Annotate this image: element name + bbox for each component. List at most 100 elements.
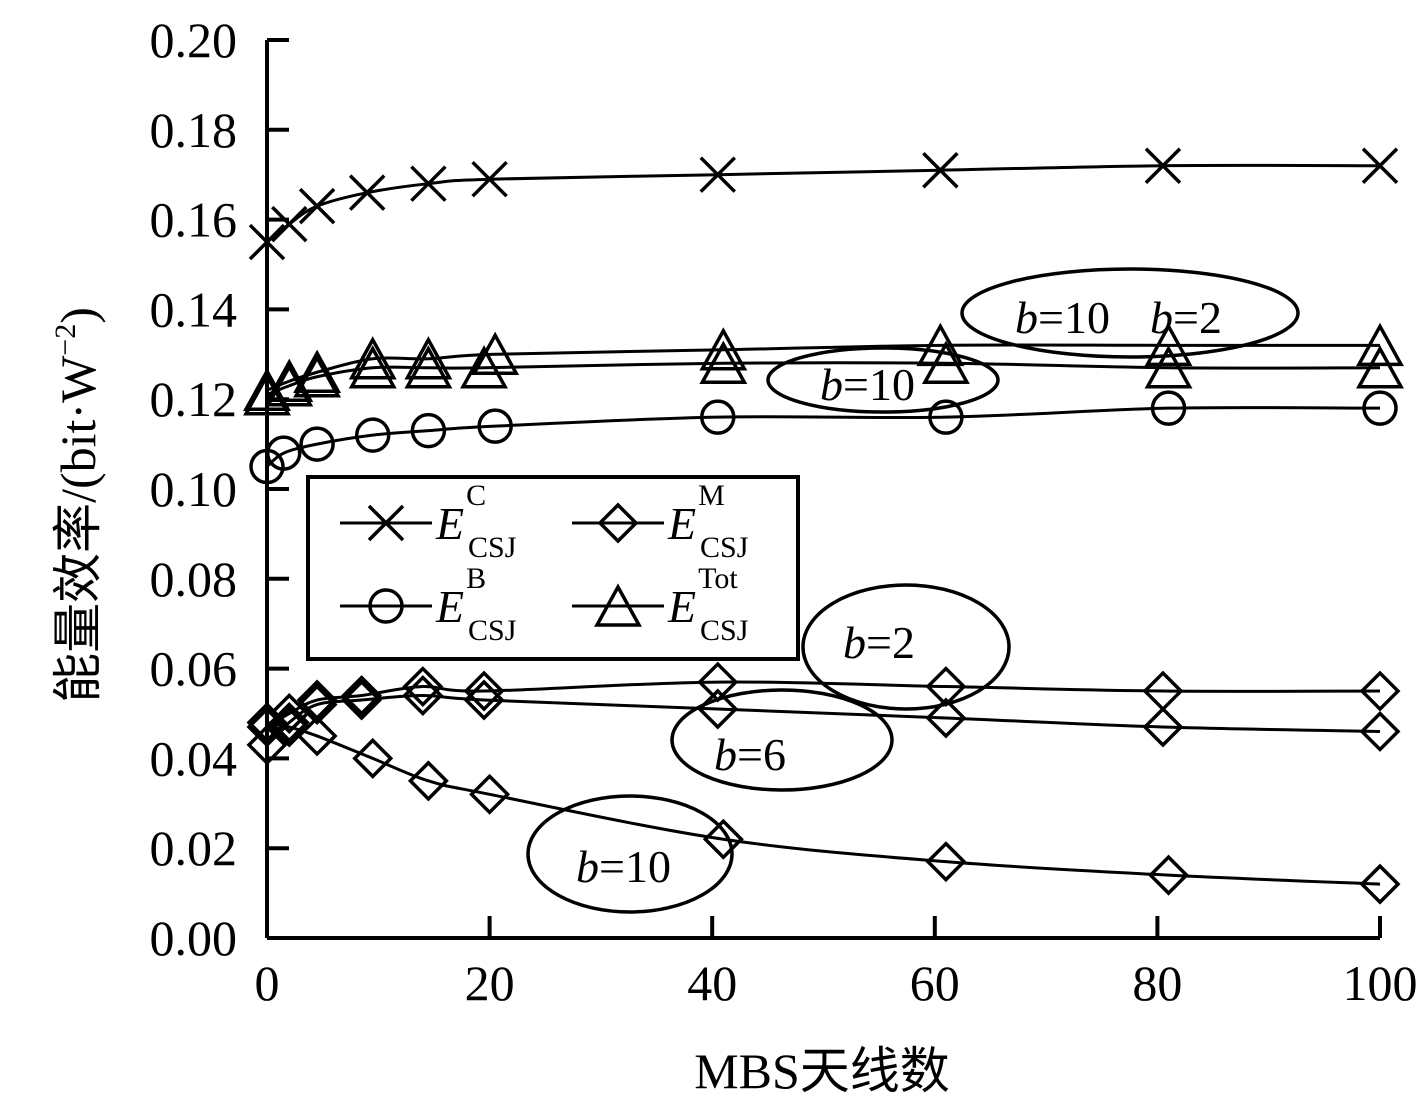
data-point-triangle — [1144, 345, 1193, 389]
data-point-cross-stroke — [1144, 147, 1182, 184]
data-point-diamond — [925, 841, 967, 883]
y-axis-title: 能量效率/(bit·W−2) — [49, 307, 106, 703]
x-tick-label: 100 — [1343, 955, 1418, 1011]
data-point-triangle — [404, 336, 453, 380]
data-point-diamond — [296, 684, 338, 725]
annotation-label-value: =2 — [866, 617, 915, 668]
y-tick-label: 0.00 — [150, 910, 238, 966]
data-point-diamond — [246, 724, 288, 766]
data-point-cross-stroke — [471, 160, 508, 198]
legend-label: EM CSJ — [667, 479, 749, 564]
legend-label-sub: CSJ — [468, 531, 517, 564]
data-point-cross-stroke — [271, 205, 308, 243]
legend-marker-cross-stroke — [367, 504, 405, 542]
y-tick-label: 0.20 — [150, 12, 238, 68]
data-point-cross — [699, 156, 737, 193]
annotation-ellipse — [670, 688, 894, 792]
data-point-cross-stroke — [699, 156, 737, 193]
data-point-diamond — [469, 773, 511, 815]
data-point-diamond — [702, 818, 744, 860]
data-point-diamond — [1359, 710, 1401, 752]
x-tick-label: 0 — [255, 955, 280, 1011]
legend-label-sub: CSJ — [700, 614, 749, 647]
data-point-triangle — [1144, 322, 1193, 367]
annotation-ellipse — [526, 794, 734, 914]
data-point-triangle — [916, 322, 965, 367]
data-point-circle — [1362, 390, 1398, 426]
data-point-triangle — [404, 345, 453, 389]
annotation-label-value: =6 — [737, 729, 786, 780]
legend-marker-circle — [368, 588, 404, 624]
data-point-triangle — [348, 336, 397, 380]
y-tick-label: 0.02 — [150, 820, 238, 876]
data-point-triangle — [471, 331, 520, 376]
data-point-diamond — [463, 670, 505, 712]
data-point-circle — [477, 408, 513, 444]
y-tick-label: 0.10 — [150, 461, 238, 517]
y-tick-label: 0.18 — [150, 102, 238, 158]
annotation-label-value: =10 — [843, 359, 915, 410]
legend-label-sub: CSJ — [468, 614, 517, 647]
y-tick-label: 0.14 — [150, 281, 238, 337]
data-point-diamond — [268, 706, 310, 748]
series-line-3 — [265, 406, 1381, 468]
data-point-cross — [1361, 147, 1399, 184]
legend-label: EC CSJ — [435, 479, 517, 564]
y-tick-label: 0.16 — [150, 192, 238, 248]
series-line-1 — [266, 343, 1380, 392]
series-line-4 — [266, 680, 1381, 729]
legend-label-base: E — [667, 498, 696, 549]
data-point-cross-stroke — [248, 223, 286, 261]
y-tick-label: 0.04 — [150, 730, 238, 786]
data-point-cross-stroke — [348, 174, 386, 211]
annotation-label-var: b — [576, 841, 599, 892]
legend-box — [306, 475, 800, 661]
legend-marker-triangle — [594, 583, 642, 627]
data-point-triangle — [699, 327, 748, 371]
legend-label-sup: C — [466, 479, 486, 512]
legend-label-base: E — [435, 498, 464, 549]
data-point-diamond — [296, 715, 338, 757]
legend-label-sup: Tot — [698, 562, 738, 595]
data-point-circle — [354, 417, 391, 453]
axes: 0.00 0.02 0.04 0.06 0.08 0.10 0.12 0.14 0.16 0.18… — [150, 12, 1418, 1011]
data-point-diamond — [1359, 670, 1401, 712]
y-tick-label: 0.08 — [150, 551, 238, 607]
data-point-diamond — [402, 675, 444, 717]
data-point-cross — [410, 165, 447, 202]
data-point-triangle — [293, 349, 342, 394]
y-axis-title-close: ) — [50, 307, 106, 324]
x-axis-title: MBS天线数 — [694, 1043, 950, 1099]
data-point-cross — [922, 151, 959, 189]
annotation-label: b=2 — [843, 617, 915, 668]
data-point-triangle — [460, 345, 509, 389]
annotation-label: b=10 — [1015, 292, 1110, 343]
data-point-triangle — [699, 340, 748, 385]
annotation-ellipse — [801, 583, 1011, 711]
data-point-diamond — [407, 760, 449, 802]
data-point-cross — [271, 205, 308, 243]
data-point-diamond — [463, 679, 505, 721]
data-point-circle — [1150, 390, 1187, 426]
x-tick-label: 60 — [910, 955, 960, 1011]
annotation-ellipse — [766, 346, 1000, 414]
data-point-diamond — [352, 737, 394, 779]
data-point-circle — [299, 426, 335, 462]
y-axis-title-group: 能量效率/(bit·W−2) — [49, 307, 106, 703]
annotation-label-value: =10 — [599, 841, 671, 892]
data-point-triangle — [243, 372, 291, 416]
legend-label-sup: B — [466, 562, 486, 595]
legend-label-sup: M — [698, 479, 725, 512]
legend-marker-diamond — [597, 502, 639, 544]
data-point-circle — [700, 399, 736, 435]
y-tick-label: 0.06 — [150, 641, 238, 697]
annotation-label-value: =10 — [1038, 292, 1110, 343]
y-axis-title-sup: −2 — [49, 324, 82, 356]
y-tick-label: 0.12 — [150, 371, 238, 427]
series-line-2 — [266, 361, 1381, 397]
legend-label: ETot CSJ — [667, 562, 749, 647]
data-point-cross — [471, 160, 508, 198]
